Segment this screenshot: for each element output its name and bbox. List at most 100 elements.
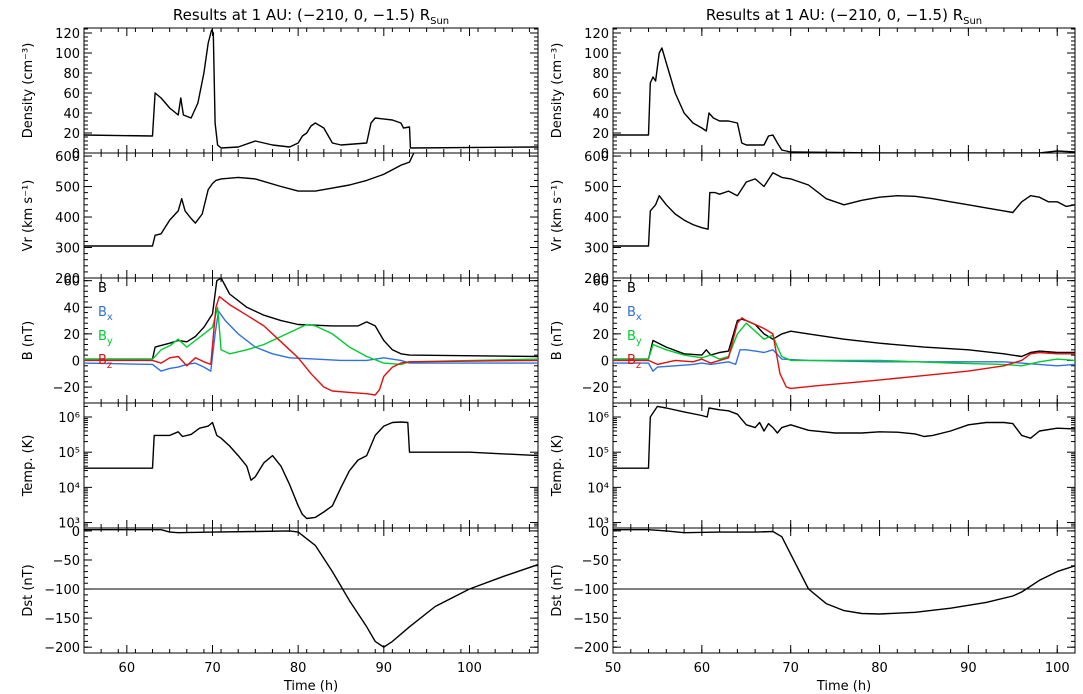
y-axis-label: B (nT) [550, 321, 565, 360]
y-tick-label: 80 [63, 67, 80, 82]
y-axis-label: Vr (km s⁻¹) [21, 180, 36, 252]
legend-entry: Bx [98, 305, 113, 323]
series-line-main [84, 29, 538, 149]
y-tick-label: 60 [63, 275, 80, 290]
x-tick-label: 100 [1045, 661, 1070, 676]
plot-frame [612, 152, 1076, 279]
y-tick-label: 0 [72, 525, 80, 540]
y-tick-label: −150 [573, 612, 609, 627]
y-tick-label: 10⁶ [58, 411, 80, 426]
y-tick-label: 20 [592, 127, 609, 142]
plot-frame [83, 527, 539, 654]
y-tick-label: 60 [592, 275, 609, 290]
y-tick-label: 0 [72, 354, 80, 369]
y-tick-label: −50 [53, 554, 80, 569]
y-tick-label: 200 [584, 272, 609, 287]
y-tick-label: 40 [63, 107, 80, 122]
y-axis-label: Density (cm⁻³) [550, 43, 565, 139]
x-tick-label: 80 [871, 661, 888, 676]
y-tick-label: 100 [55, 47, 80, 62]
series-line-main [84, 153, 415, 247]
y-tick-label: 10⁴ [58, 481, 80, 496]
legend-entry: By [627, 329, 642, 347]
series-line-main [84, 421, 538, 520]
panel-1: 0 20 40 60 80 100 120 Density (cm⁻³) [21, 27, 539, 162]
y-tick-label: 120 [584, 27, 609, 42]
x-axis-label: Time (h) [283, 679, 338, 694]
y-tick-label: 10³ [58, 517, 80, 532]
legend-entry: Bz [627, 353, 641, 371]
y-tick-label: 40 [592, 301, 609, 316]
y-tick-label: 10⁵ [587, 446, 609, 461]
y-tick-label: 300 [55, 242, 80, 257]
plot-frame [612, 27, 1076, 154]
panel-3: −20 0 20 40 60 B Bx By Bz B (nT) [550, 275, 1076, 404]
series-line-bz [84, 295, 538, 396]
y-tick-label: 0 [72, 147, 80, 162]
x-tick-label: 60 [694, 661, 711, 676]
y-axis-label: Vr (km s⁻¹) [550, 180, 565, 252]
series-line-main [613, 172, 1075, 247]
y-tick-label: 120 [55, 27, 80, 42]
y-tick-label: 200 [55, 272, 80, 287]
y-tick-label: −100 [44, 583, 80, 598]
panel-5: −200 −150 −100 −50 0 Dst (nT) [21, 525, 539, 656]
legend: B Bx By Bz [98, 281, 113, 371]
y-tick-label: 20 [592, 328, 609, 343]
series-line-main [613, 47, 1075, 153]
y-tick-label: 10⁴ [587, 481, 609, 496]
y-tick-label: −150 [44, 612, 80, 627]
y-tick-label: 0 [601, 525, 609, 540]
y-tick-label: 40 [592, 107, 609, 122]
y-tick-label: 60 [592, 87, 609, 102]
panel-4: 10³ 10⁴ 10⁵ 10⁶ Temp. (K) [21, 402, 539, 532]
x-tick-label: 80 [290, 661, 307, 676]
legend: B Bx By Bz [627, 281, 642, 371]
y-tick-label: 600 [584, 150, 609, 165]
panel-1: 0 20 40 60 80 100 120 Density (cm⁻³) [550, 27, 1076, 162]
legend-entry: Bz [98, 353, 112, 371]
chart-title: Results at 1 AU: (−210, 0, −1.5) RSun [173, 6, 449, 27]
x-tick-label: 70 [204, 661, 221, 676]
legend-entry: By [98, 329, 113, 347]
chart-title: Results at 1 AU: (−210, 0, −1.5) RSun [706, 6, 982, 27]
series-line-b [613, 318, 1075, 360]
series-line-main [84, 529, 538, 648]
y-tick-label: 80 [592, 67, 609, 82]
series-line-by [84, 306, 538, 366]
panel-3: −20 0 20 40 60 B Bx By Bz B (nT) [21, 275, 539, 404]
y-axis-label: Dst (nT) [550, 564, 565, 616]
series-line-main [613, 405, 1075, 469]
y-axis-label: Temp. (K) [550, 435, 565, 498]
y-tick-label: −20 [582, 381, 609, 396]
legend-entry: B [627, 281, 636, 296]
y-tick-label: −100 [573, 583, 609, 598]
y-tick-label: 10⁶ [587, 411, 609, 426]
x-tick-label: 60 [119, 661, 136, 676]
legend-entry: Bx [627, 305, 642, 323]
y-tick-label: 10⁵ [58, 446, 80, 461]
y-tick-label: −200 [573, 641, 609, 656]
x-tick-label: 70 [782, 661, 799, 676]
y-axis-label: Density (cm⁻³) [21, 43, 36, 139]
chart-1: Results at 1 AU: (−210, 0, −1.5) RSun 0 20… [21, 6, 539, 694]
x-tick-label: 90 [960, 661, 977, 676]
series-line-by [613, 322, 1075, 367]
x-axis-label: Time (h) [816, 679, 871, 694]
y-tick-label: 400 [55, 211, 80, 226]
y-tick-label: 0 [601, 354, 609, 369]
y-axis-label: Temp. (K) [21, 435, 36, 498]
x-tick-label: 90 [376, 661, 393, 676]
series-line-main [613, 529, 1075, 615]
y-axis-label: Dst (nT) [21, 564, 36, 616]
series-line-bx [84, 310, 538, 372]
y-tick-label: 60 [63, 87, 80, 102]
y-tick-label: 300 [584, 242, 609, 257]
y-tick-label: −200 [44, 641, 80, 656]
y-tick-label: 500 [55, 181, 80, 196]
series-line-bz [613, 317, 1075, 390]
y-tick-label: 0 [601, 147, 609, 162]
